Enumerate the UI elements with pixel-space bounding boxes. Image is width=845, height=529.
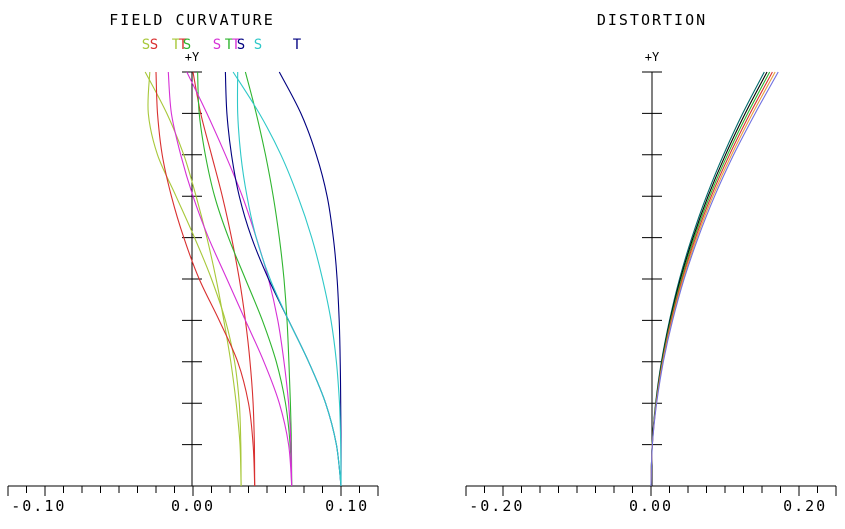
x-tick-label: 0.10 (325, 497, 369, 515)
chart-title-field-curvature: FIELD CURVATURE (109, 11, 274, 29)
y-axis-label: +Y (645, 50, 660, 64)
x-tick-label: -0.20 (469, 497, 524, 515)
series-line (197, 71, 293, 487)
x-tick-label: 0.20 (783, 497, 827, 515)
series-line (650, 71, 773, 487)
series-line (144, 71, 242, 487)
y-axis-label: +Y (185, 50, 200, 64)
series-line (167, 71, 293, 487)
field-curvature-plot: +Y-0.10 0.00 0.10S S TTS S TTS S T (7, 37, 379, 515)
chart-title-distortion: DISTORTION (597, 11, 707, 29)
legend-entry: S (183, 37, 191, 53)
distortion-plot: +Y -0.20 0.00 0.20 (465, 50, 837, 515)
series-line (278, 71, 342, 487)
series-line (232, 71, 342, 487)
legend-entry: T (225, 37, 234, 53)
legend-entry: S (254, 37, 262, 53)
series-line (650, 71, 771, 487)
series-line (650, 71, 776, 487)
legend-entry: S (213, 37, 221, 53)
legend-entry: T (232, 37, 241, 53)
series-line (650, 71, 768, 487)
series-line (236, 71, 342, 487)
series-line (650, 71, 765, 487)
legend-entry: T (293, 37, 302, 53)
legend-entry: T (172, 37, 181, 53)
series-line (244, 71, 293, 487)
series-line (147, 71, 242, 487)
series-line (650, 71, 779, 487)
legend-entry: S (142, 37, 150, 53)
series-line (224, 71, 342, 487)
legend-entry: S (150, 37, 158, 53)
legend-entry: S (237, 37, 245, 53)
legend-entry: T (179, 37, 188, 53)
series-line (155, 71, 256, 487)
series-line (192, 71, 256, 487)
x-tick-label: -0.10 (11, 497, 66, 515)
x-tick-label: 0.00 (629, 497, 673, 515)
x-tick-label: 0.00 (171, 497, 215, 515)
